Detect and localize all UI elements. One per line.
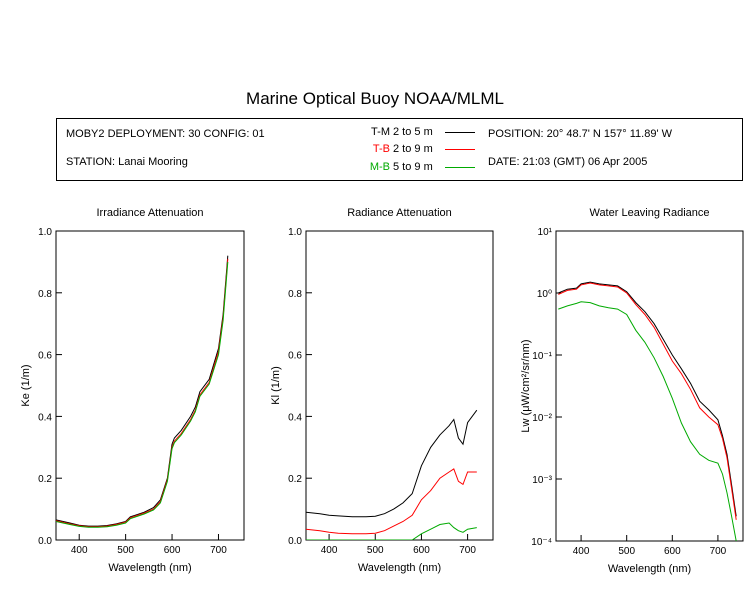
- deployment-text: MOBY2 DEPLOYMENT: 30 CONFIG: 01: [66, 128, 265, 140]
- x-tick-label: 500: [367, 545, 384, 556]
- x-tick-label: 400: [573, 546, 590, 557]
- y-tick-label: 0.0: [38, 536, 52, 547]
- plot-frame: [305, 230, 494, 541]
- legend-range: 2 to 5 m: [393, 126, 433, 138]
- x-axis-label: Wavelength (nm): [608, 563, 691, 575]
- y-tick-label: 10⁻²: [532, 413, 552, 424]
- legend-line: [445, 132, 475, 133]
- y-tick-label: 0.4: [38, 412, 52, 423]
- y-tick-label: 1.0: [288, 227, 302, 238]
- series-line: [558, 301, 737, 541]
- chart-3: Water Leaving Radiance Wavelength (nm) Lw …: [520, 207, 744, 575]
- y-tick-label: 10⁻¹: [532, 351, 552, 362]
- chart-2: Radiance Attenuation Wavelength (nm) Kl (1…: [270, 207, 494, 574]
- x-tick-label: 700: [210, 545, 227, 556]
- station-text: STATION: Lanai Mooring: [66, 156, 188, 168]
- series-line: [306, 522, 477, 540]
- x-tick-label: 700: [710, 546, 727, 557]
- y-tick-label: 0.6: [288, 351, 302, 362]
- y-tick-label: 10⁻⁴: [531, 537, 552, 548]
- chart-1: Irradiance Attenuation Wavelength (nm) Ke …: [20, 207, 245, 574]
- x-tick-label: 700: [459, 545, 476, 556]
- y-tick-label: 0.2: [288, 474, 302, 485]
- series-line: [306, 468, 477, 535]
- series-line: [56, 261, 229, 528]
- legend-name: T-M: [371, 126, 390, 138]
- series-line: [558, 282, 737, 520]
- series-line: [56, 255, 229, 527]
- y-tick-label: 0.2: [38, 474, 52, 485]
- legend-line: [445, 167, 475, 168]
- x-tick-label: 500: [117, 545, 134, 556]
- series-line: [306, 409, 478, 518]
- y-tick-label: 10⁰: [537, 289, 552, 300]
- y-axis-label: Ke (1/m): [20, 364, 32, 406]
- x-tick-label: 600: [164, 545, 181, 556]
- legend-range: 5 to 9 m: [393, 161, 433, 173]
- position-text: POSITION: 20° 48.7' N 157° 11.89' W: [488, 128, 672, 140]
- subplot-title: Irradiance Attenuation: [96, 207, 203, 219]
- x-tick-label: 600: [413, 545, 430, 556]
- y-tick-label: 10¹: [538, 227, 553, 238]
- subplot-title: Water Leaving Radiance: [589, 207, 709, 219]
- legend-entry-t-b: T-B 2 to 9 m: [364, 143, 504, 157]
- x-tick-label: 600: [664, 546, 681, 557]
- y-tick-label: 0.0: [288, 536, 302, 547]
- legend-line: [445, 149, 475, 150]
- legend-entry-m-b: M-B 5 to 9 m: [364, 161, 504, 175]
- legend-entry-t-m: T-M 2 to 5 m: [364, 126, 504, 140]
- x-axis-label: Wavelength (nm): [108, 562, 191, 574]
- legend-name: T-B: [372, 143, 390, 155]
- info-box: MOBY2 DEPLOYMENT: 30 CONFIG: 01 STATION:…: [56, 118, 743, 181]
- series-line: [56, 258, 229, 528]
- series-line: [558, 281, 737, 517]
- x-tick-label: 400: [71, 545, 88, 556]
- legend-name: M-B: [369, 161, 390, 173]
- x-tick-label: 400: [321, 545, 338, 556]
- y-axis-label: Kl (1/m): [270, 366, 282, 405]
- x-axis-label: Wavelength (nm): [358, 562, 441, 574]
- date-text: DATE: 21:03 (GMT) 06 Apr 2005: [488, 156, 648, 168]
- y-tick-label: 1.0: [38, 227, 52, 238]
- y-tick-label: 0.4: [288, 412, 302, 423]
- chart-title: Marine Optical Buoy NOAA/MLML: [246, 89, 504, 108]
- plot-frame: [55, 230, 245, 541]
- plot-frame: [555, 230, 744, 542]
- x-tick-label: 500: [618, 546, 635, 557]
- y-tick-label: 10⁻³: [532, 475, 552, 486]
- y-tick-label: 0.6: [38, 351, 52, 362]
- y-axis-label: Lw (μW/cm²/sr/nm): [520, 339, 532, 432]
- subplot-title: Radiance Attenuation: [347, 207, 452, 219]
- legend-range: 2 to 9 m: [393, 143, 433, 155]
- y-tick-label: 0.8: [288, 289, 302, 300]
- y-tick-label: 0.8: [38, 289, 52, 300]
